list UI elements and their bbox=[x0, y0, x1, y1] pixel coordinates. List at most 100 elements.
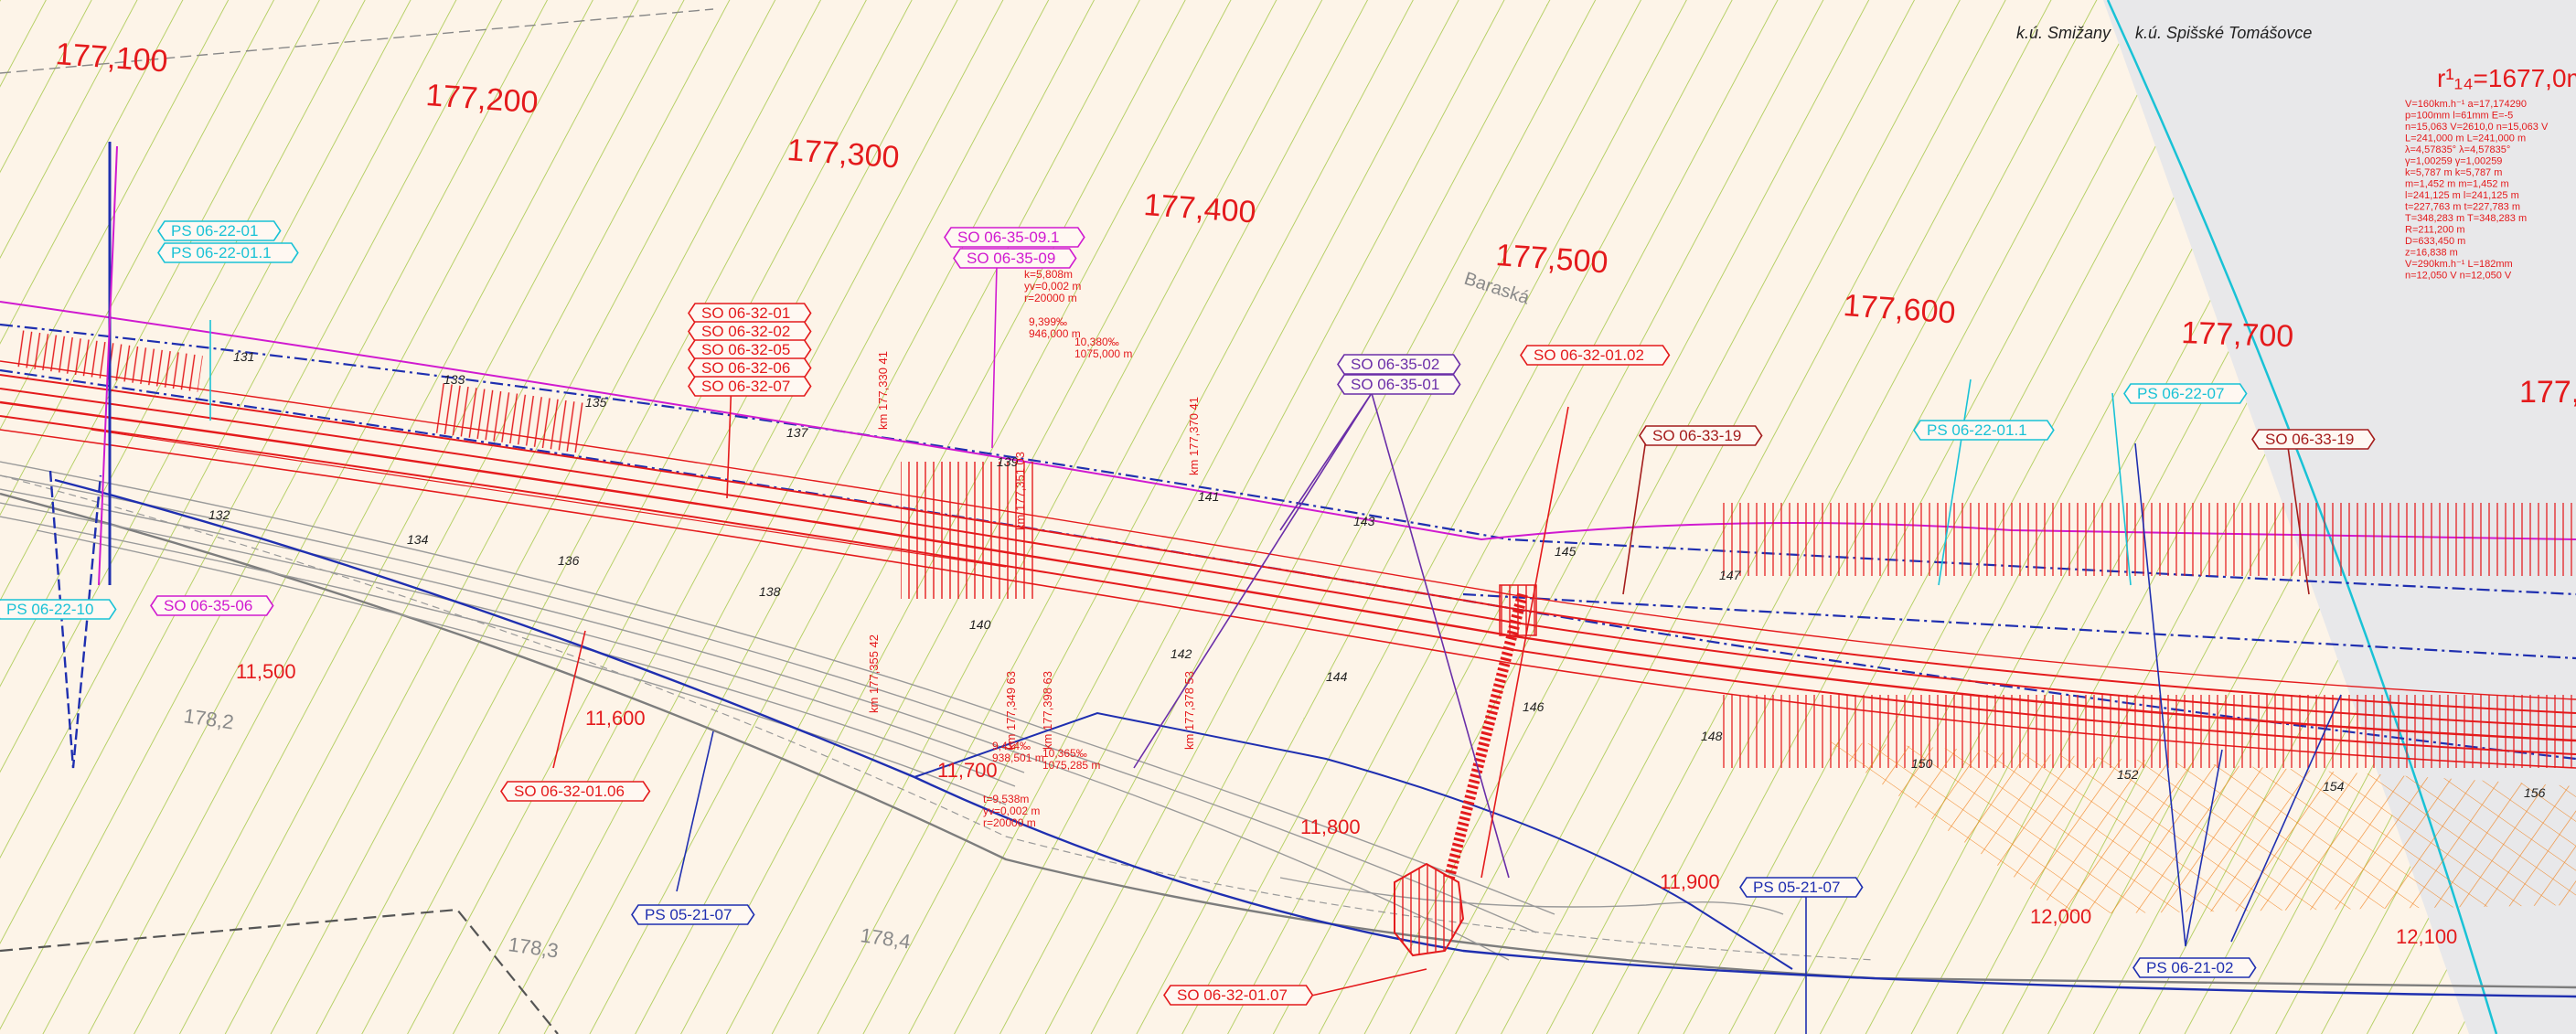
tag-so-06-32-01-06[interactable]: SO 06-32-01.06 bbox=[500, 781, 651, 802]
curve-parameter-line: γ=1,00259 γ=1,00259 bbox=[2405, 156, 2502, 167]
profile-number: 143 bbox=[1353, 514, 1375, 528]
profile-number: 144 bbox=[1326, 669, 1348, 684]
tag-ps-06-22-01-1[interactable]: PS 06-22-01.1 bbox=[157, 242, 299, 263]
tag-label: PS 06-22-01.1 bbox=[171, 244, 272, 261]
tag-so-06-35-09[interactable]: SO 06-35-09 bbox=[953, 248, 1077, 269]
dashed-cadastre bbox=[0, 908, 559, 1034]
tag-so-06-32-06[interactable]: SO 06-32-06 bbox=[688, 357, 812, 378]
crossing-structure bbox=[1444, 592, 1528, 879]
tag-frame bbox=[150, 595, 274, 616]
curve-parameter-line: D=633,450 m bbox=[2405, 236, 2465, 247]
profile-number: 138 bbox=[759, 584, 781, 599]
curve-parameter-line: n=12,050 V n=12,050 V bbox=[2405, 271, 2512, 282]
lower-chainage-label: 11,600 bbox=[585, 707, 646, 730]
tag-frame bbox=[1163, 985, 1314, 1006]
tag-frame bbox=[1337, 374, 1461, 395]
cadastral-left-label: k.ú. Smižany bbox=[2016, 24, 2111, 42]
profile-number: 148 bbox=[1701, 729, 1723, 743]
tag-so-06-32-01-02[interactable]: SO 06-32-01.02 bbox=[1520, 345, 1671, 366]
tag-frame bbox=[1739, 877, 1864, 898]
tag-label: SO 06-32-01 bbox=[701, 304, 790, 322]
orange-embankment bbox=[1820, 741, 2576, 914]
lower-chainage-label: 12,000 bbox=[2030, 905, 2091, 928]
tag-label: SO 06-33-19 bbox=[2265, 431, 2354, 448]
existing-tracks bbox=[0, 461, 1784, 961]
curve-parameter-line: V=290km.h⁻¹ L=182mm bbox=[2405, 259, 2513, 270]
road-lower-2 bbox=[0, 474, 1876, 961]
profile-number: 152 bbox=[2117, 767, 2139, 782]
tag-frame bbox=[500, 781, 651, 802]
tag-ps-06-22-07[interactable]: PS 06-22-07 bbox=[2123, 383, 2248, 404]
vertical-curve-note: 10,365‰ bbox=[1042, 747, 1087, 760]
tag-ps-06-22-01[interactable]: PS 06-22-01 bbox=[157, 220, 282, 241]
vertical-curve-note: t=9,538m bbox=[983, 793, 1029, 805]
tag-label: PS 06-22-01 bbox=[171, 222, 258, 240]
curve-radius-title: r¹₁₄=1677,0m bbox=[2437, 64, 2576, 92]
cadastral-right-label: k.ú. Spišské Tomášovce bbox=[2135, 24, 2312, 42]
curve-parameter-line: n=15,063 V=2610,0 n=15,063 V bbox=[2405, 122, 2549, 133]
profile-number: 136 bbox=[558, 553, 580, 568]
km-label: km 177,398 63 bbox=[1041, 671, 1054, 750]
tag-ps-06-21-02[interactable]: PS 06-21-02 bbox=[2132, 957, 2257, 978]
tag-label: SO 06-32-01.07 bbox=[1177, 986, 1288, 1004]
curve-parameter-line: t=227,763 m t=227,783 m bbox=[2405, 202, 2520, 213]
tag-so-06-32-07[interactable]: SO 06-32-07 bbox=[688, 376, 812, 397]
profile-number: 137 bbox=[786, 425, 809, 440]
tag-so-06-32-01-07[interactable]: SO 06-32-01.07 bbox=[1163, 985, 1314, 1006]
tag-label: SO 06-32-07 bbox=[701, 378, 790, 395]
profile-number: 135 bbox=[585, 395, 607, 410]
tag-so-06-35-02[interactable]: SO 06-35-02 bbox=[1337, 354, 1461, 375]
leader-lines bbox=[209, 264, 2342, 1034]
blue-solid-boundary bbox=[54, 478, 2576, 998]
tag-label: PS 06-21-02 bbox=[2146, 959, 2233, 976]
tag-ps-06-22-10[interactable]: PS 06-22-10 bbox=[0, 599, 117, 620]
tag-label: SO 06-35-09.1 bbox=[957, 229, 1060, 246]
profile-number: 139 bbox=[997, 454, 1019, 469]
chainage-label: 177,200 bbox=[424, 78, 539, 120]
km-label: km 177,370 41 bbox=[1187, 397, 1201, 475]
tag-frame bbox=[2123, 383, 2248, 404]
curve-parameter-line: k=5,787 m k=5,787 m bbox=[2405, 167, 2502, 178]
tag-label: SO 06-33-19 bbox=[1652, 427, 1741, 444]
tag-label: SO 06-35-01 bbox=[1351, 376, 1439, 393]
tag-label: SO 06-32-01.06 bbox=[514, 783, 625, 800]
chainage-label: 177,600 bbox=[1842, 288, 1956, 330]
tag-so-06-32-02[interactable]: SO 06-32-02 bbox=[688, 321, 812, 342]
tag-so-06-33-19-b[interactable]: SO 06-33-19 bbox=[2251, 429, 2376, 450]
curve-parameter-line: λ=4,57835° λ=4,57835° bbox=[2405, 144, 2510, 155]
vertical-curve-note: 946,000 m bbox=[1029, 327, 1081, 340]
tag-frame bbox=[944, 227, 1085, 248]
chainage-label: 177, bbox=[2519, 375, 2576, 410]
tag-so-06-32-01[interactable]: SO 06-32-01 bbox=[688, 303, 812, 324]
tag-label: SO 06-32-05 bbox=[701, 341, 790, 358]
tag-so-06-35-06[interactable]: SO 06-35-06 bbox=[150, 595, 274, 616]
curve-parameter-line: m=1,452 m m=1,452 m bbox=[2405, 179, 2509, 190]
tag-ps-05-21-07-b[interactable]: PS 05-21-07 bbox=[1739, 877, 1864, 898]
profile-number: 140 bbox=[969, 617, 991, 632]
curve-parameter-line: l=241,125 m l=241,125 m bbox=[2405, 190, 2519, 201]
tag-label: PS 06-22-07 bbox=[2137, 385, 2224, 402]
chainage-label: 177,500 bbox=[1494, 238, 1609, 280]
curve-parameter-line: L=241,000 m L=241,000 m bbox=[2405, 133, 2526, 144]
tag-ps-05-21-07-a[interactable]: PS 05-21-07 bbox=[631, 904, 755, 925]
lower-chainage-label: 11,900 bbox=[1660, 870, 1720, 893]
km-label: km 177,378 53 bbox=[1182, 671, 1196, 750]
profile-number: 150 bbox=[1911, 756, 1933, 771]
profile-number: 154 bbox=[2323, 779, 2345, 794]
tag-ps-06-22-01-1b[interactable]: PS 06-22-01.1 bbox=[1913, 420, 2055, 441]
tag-frame bbox=[631, 904, 755, 925]
chainage-label: 177,100 bbox=[54, 37, 168, 79]
tag-label: SO 06-32-02 bbox=[701, 323, 790, 340]
tag-so-06-33-19-a[interactable]: SO 06-33-19 bbox=[1639, 425, 1763, 446]
tag-so-06-35-09-1[interactable]: SO 06-35-09.1 bbox=[944, 227, 1085, 248]
lower-chainage-label: 11,800 bbox=[1300, 815, 1361, 838]
tag-label: PS 06-22-10 bbox=[6, 601, 93, 618]
tag-label: SO 06-32-01.02 bbox=[1534, 346, 1644, 364]
tag-so-06-35-01[interactable]: SO 06-35-01 bbox=[1337, 374, 1461, 395]
chainage-label: 177,400 bbox=[1142, 187, 1256, 229]
tag-so-06-32-05[interactable]: SO 06-32-05 bbox=[688, 339, 812, 360]
dashed-cadastre-top bbox=[0, 8, 714, 74]
chainage-label: 177,300 bbox=[786, 133, 900, 175]
